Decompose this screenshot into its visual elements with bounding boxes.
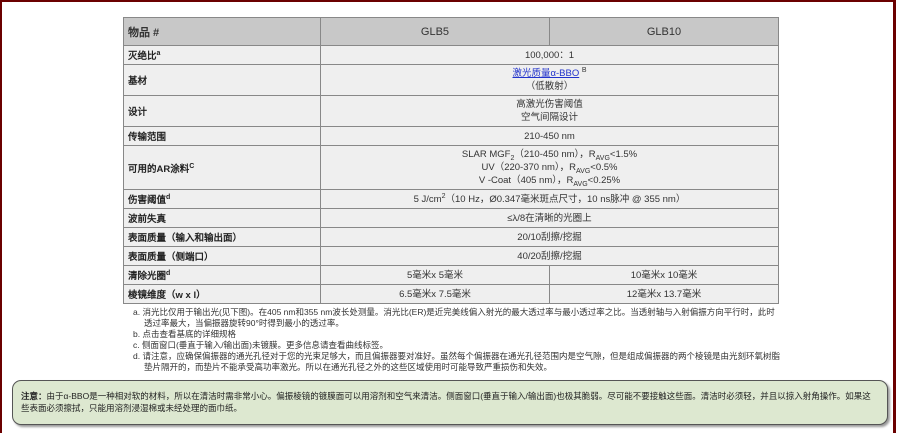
dims-glb10: 12毫米x 13.7毫米	[549, 284, 779, 304]
design-value: 高激光伤害阈值 空气间隔设计	[320, 95, 779, 127]
extinction-value: 100,000：1	[320, 45, 779, 65]
row-label: 基材	[123, 64, 321, 96]
dims-glb5: 6.5毫米x 7.5毫米	[320, 284, 550, 304]
table-header-row: 物品 # GLB5 GLB10	[123, 17, 779, 46]
table-row: 表面质量（输入和输出面） 20/10刮擦/挖掘	[123, 227, 779, 247]
row-label: 表面质量（输入和输出面）	[123, 227, 321, 247]
row-label: 可用的AR涂料C	[123, 145, 321, 190]
footnote-b: b. 点击查看基底的详细规格	[133, 329, 236, 339]
transmission-value: 210-450 nm	[320, 126, 779, 146]
wavefront-value: ≤λ/8在清晰的光圈上	[320, 208, 779, 228]
row-label: 设计	[123, 95, 321, 127]
table-row: 灭绝比a 100,000：1	[123, 45, 779, 65]
table-row: 棱镜维度（w x l） 6.5毫米x 7.5毫米 12毫米x 13.7毫米	[123, 284, 779, 304]
specs-table: 物品 # GLB5 GLB10 灭绝比a 100,000：1 基材 激光质量α-…	[123, 17, 779, 304]
table-row: 传输范围 210-450 nm	[123, 126, 779, 146]
row-label: 表面质量（侧端口）	[123, 246, 321, 266]
footnote-c: c. 侧面窗口(垂直于输入/输出面)未镀膜。更多信息请查看曲线标签。	[133, 340, 388, 350]
table-row: 清除光圈d 5毫米x 5毫米 10毫米x 10毫米	[123, 265, 779, 285]
caution-callout: 注意：由于α-BBO是一种相对软的材料，所以在清洁时需非常小心。偏振棱镜的镀膜面…	[12, 380, 888, 425]
table-row: 波前失真 ≤λ/8在清晰的光圈上	[123, 208, 779, 228]
surface-side-value: 40/20刮擦/挖掘	[320, 246, 779, 266]
table-row: 表面质量（侧端口） 40/20刮擦/挖掘	[123, 246, 779, 266]
damage-value: 5 J/cm2（10 Hz，Ø0.347毫米斑点尺寸，10 ns脉冲 @ 355…	[320, 189, 779, 209]
caution-text: 由于α-BBO是一种相对软的材料，所以在清洁时需非常小心。偏振棱镜的镀膜面可以用…	[21, 391, 871, 413]
row-label: 波前失真	[123, 208, 321, 228]
row-label: 清除光圈d	[123, 265, 321, 285]
footnote-d: d. 请注意，应确保偏振器的通光孔径对于您的光束足够大，而且偏振器要对准好。虽然…	[133, 351, 780, 372]
ar-coatings-value: SLAR MGF2（210-450 nm），RAVG<1.5% UV（220-3…	[320, 145, 779, 190]
header-item: 物品 #	[123, 17, 321, 46]
aperture-glb5: 5毫米x 5毫米	[320, 265, 550, 285]
row-label: 灭绝比a	[123, 45, 321, 65]
table-row: 基材 激光质量α-BBO B （低散射）	[123, 64, 779, 96]
footnotes: a. 消光比仅用于输出光(见下图)。在405 nm和355 nm波长处测量。消光…	[133, 307, 783, 373]
footnote-a: a. 消光比仅用于输出光(见下图)。在405 nm和355 nm波长处测量。消光…	[133, 307, 775, 328]
surface-io-value: 20/10刮擦/挖掘	[320, 227, 779, 247]
table-row: 设计 高激光伤害阈值 空气间隔设计	[123, 95, 779, 127]
row-label: 伤害阈值d	[123, 189, 321, 209]
caution-label: 注意：	[21, 391, 47, 401]
substrate-value: 激光质量α-BBO B （低散射）	[320, 64, 779, 96]
table-row: 可用的AR涂料C SLAR MGF2（210-450 nm），RAVG<1.5%…	[123, 145, 779, 190]
header-glb10: GLB10	[549, 17, 779, 46]
table-row: 伤害阈值d 5 J/cm2（10 Hz，Ø0.347毫米斑点尺寸，10 ns脉冲…	[123, 189, 779, 209]
row-label: 棱镜维度（w x l）	[123, 284, 321, 304]
header-glb5: GLB5	[320, 17, 550, 46]
aperture-glb10: 10毫米x 10毫米	[549, 265, 779, 285]
substrate-link[interactable]: 激光质量α-BBO	[512, 68, 580, 79]
row-label: 传输范围	[123, 126, 321, 146]
